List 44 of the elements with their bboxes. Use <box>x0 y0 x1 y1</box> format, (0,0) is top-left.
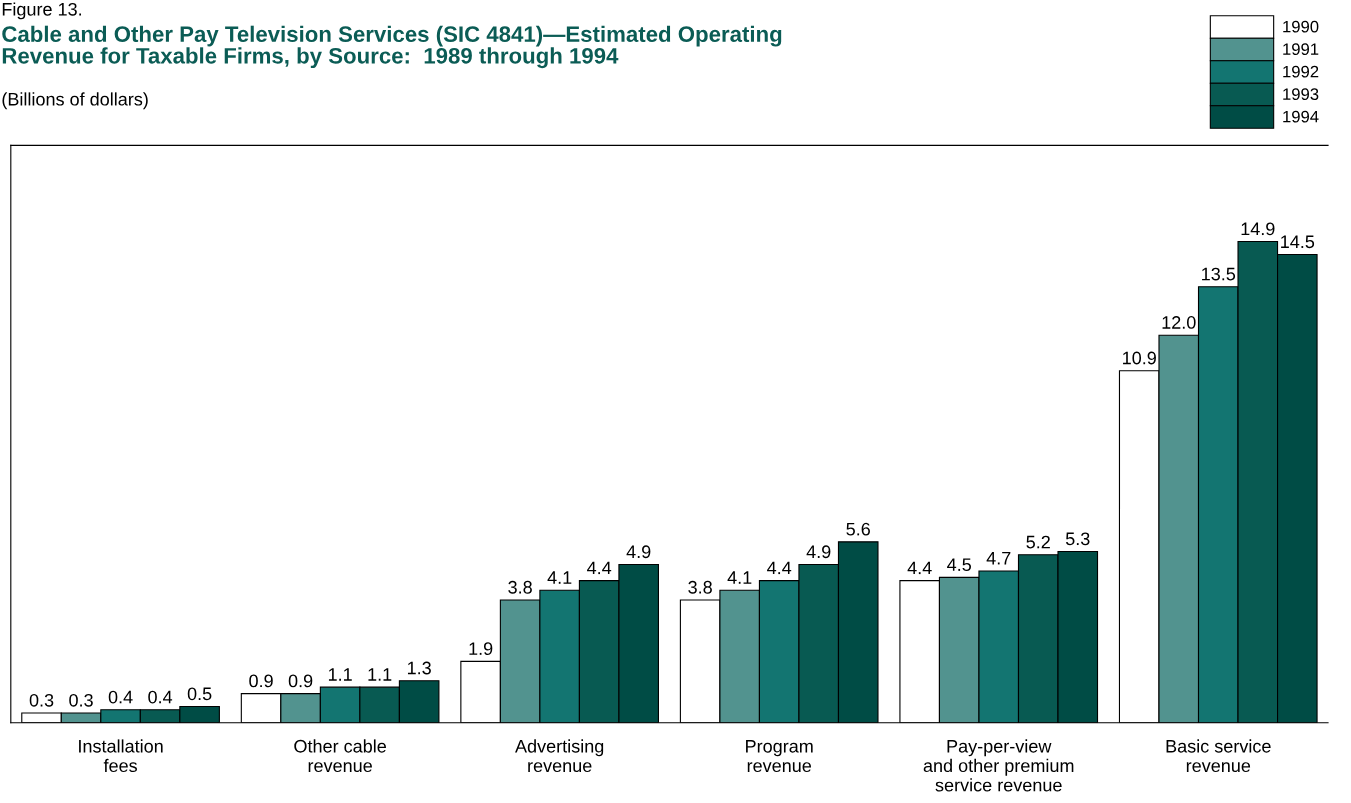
data-label: 4.5 <box>947 558 971 572</box>
legend-label: 1990 <box>1283 20 1319 33</box>
data-label: 0.5 <box>187 687 212 701</box>
x-tick-label: Pay-per-view and other premium service revenue <box>923 739 1074 792</box>
data-label: 13.5 <box>1202 267 1236 281</box>
data-label: 4.4 <box>587 561 612 575</box>
data-label: 0.9 <box>249 674 273 688</box>
data-label: 4.4 <box>767 561 792 575</box>
x-tick-label: Advertising revenue <box>515 739 604 773</box>
data-label: 0.4 <box>108 690 133 704</box>
data-label: 14.9 <box>1241 222 1275 236</box>
x-tick-label: Other cable revenue <box>294 739 386 773</box>
data-label: 1.3 <box>407 661 431 675</box>
data-label: 1.9 <box>469 642 493 655</box>
data-label: 0.9 <box>288 674 313 688</box>
data-label: 10.9 <box>1123 351 1156 365</box>
legend-label: 1993 <box>1283 88 1319 101</box>
data-label: 4.7 <box>986 551 1011 565</box>
x-tick-label: Basic service revenue <box>1166 739 1271 773</box>
caption: Figure 13. <box>2 2 81 20</box>
data-label: 0.4 <box>148 690 173 704</box>
legend-label: 1992 <box>1283 65 1319 78</box>
legend-label: 1991 <box>1283 43 1319 56</box>
data-label: 4.1 <box>547 571 572 584</box>
x-tick-label: Program revenue <box>746 740 813 773</box>
data-label: 5.2 <box>1026 535 1050 549</box>
x-tick-label: Installation fees <box>79 739 163 773</box>
chart-subtitle: (Billions of dollars) <box>2 92 148 110</box>
data-label: 12.0 <box>1162 316 1196 329</box>
data-label: 3.8 <box>508 580 532 594</box>
data-label: 5.3 <box>1065 532 1090 546</box>
data-label: 3.8 <box>688 580 712 594</box>
data-label: 4.1 <box>727 571 752 584</box>
data-label: 4.4 <box>907 561 932 575</box>
data-label: 1.1 <box>328 668 352 681</box>
data-label: 0.3 <box>29 693 54 707</box>
chart-title: Cable and Other Pay Television Services (SIC 4841)—Estimated Operating Revenue for Taxable Firms, by Source: 1989 through 1994 <box>2 25 782 69</box>
data-label: 5.6 <box>846 522 870 536</box>
data-label: 1.1 <box>368 668 392 681</box>
legend-label: 1994 <box>1283 110 1319 123</box>
data-label: 4.9 <box>806 545 831 559</box>
data-label: 4.9 <box>626 545 651 559</box>
data-label: 14.5 <box>1281 235 1315 249</box>
data-label: 0.3 <box>69 693 93 707</box>
